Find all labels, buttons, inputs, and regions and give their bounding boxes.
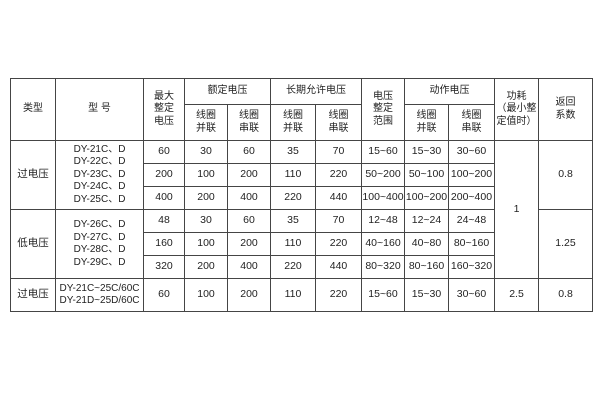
header-max-setting-voltage-cell: 最大 整定 电压 xyxy=(143,78,185,141)
value-cell: 15~60 xyxy=(361,140,405,164)
value-cell: 400 xyxy=(227,186,271,210)
value-cell: 60 xyxy=(143,278,185,312)
value-cell: 220 xyxy=(270,255,316,279)
value-cell: 200 xyxy=(184,255,228,279)
value-cell: 100~200 xyxy=(404,186,449,210)
group1-type-cell: 过电压 xyxy=(10,140,56,210)
value-cell: 30 xyxy=(184,140,228,164)
value-cell: 160 xyxy=(143,232,185,256)
value-cell: 70 xyxy=(315,209,362,233)
power-cell-groups-1-2: 1 xyxy=(494,140,539,279)
value-cell: 100~400 xyxy=(361,186,405,210)
value-cell: 80~160 xyxy=(404,255,449,279)
value-cell: 220 xyxy=(315,163,362,187)
value-cell: 110 xyxy=(270,232,316,256)
header-model-cell: 型 号 xyxy=(55,78,144,141)
group3-model-cell: DY-21C~25C/60C DY-21D~25D/60C xyxy=(55,278,144,312)
header-type-cell: 类型 xyxy=(10,78,56,141)
value-cell: 80~320 xyxy=(361,255,405,279)
group3-type-cell: 过电压 xyxy=(10,278,56,312)
value-cell: 200 xyxy=(184,186,228,210)
value-cell: 200 xyxy=(227,232,271,256)
group1-model-cell: DY-21C、D DY-22C、D DY-23C、D DY-24C、D DY-2… xyxy=(55,140,144,210)
header-operating-voltage-cell: 动作电压 xyxy=(404,78,495,105)
value-cell: 15~30 xyxy=(404,140,449,164)
value-cell: 100 xyxy=(184,278,228,312)
value-cell: 400 xyxy=(227,255,271,279)
header-operating-coil-series-cell: 线圈 串联 xyxy=(448,104,495,141)
value-cell: 70 xyxy=(315,140,362,164)
value-cell: 40~80 xyxy=(404,232,449,256)
value-cell: 35 xyxy=(270,209,316,233)
value-cell: 30~60 xyxy=(448,278,495,312)
value-cell: 30 xyxy=(184,209,228,233)
value-cell: 50~100 xyxy=(404,163,449,187)
value-cell: 12~48 xyxy=(361,209,405,233)
value-cell: 440 xyxy=(315,255,362,279)
value-cell: 100~200 xyxy=(448,163,495,187)
value-cell: 40~160 xyxy=(361,232,405,256)
group3-power-cell: 2.5 xyxy=(494,278,539,312)
value-cell: 100 xyxy=(184,163,228,187)
value-cell: 60 xyxy=(143,140,185,164)
group3-return-cell: 0.8 xyxy=(538,278,593,312)
header-rated-coil-series-cell: 线圈 串联 xyxy=(227,104,271,141)
value-cell: 220 xyxy=(270,186,316,210)
header-rated-voltage-cell: 额定电压 xyxy=(184,78,271,105)
value-cell: 440 xyxy=(315,186,362,210)
value-cell: 200~400 xyxy=(448,186,495,210)
value-cell: 80~160 xyxy=(448,232,495,256)
relay-spec-table: 类型 型 号 最大 整定 电压 额定电压 长期允许电压 电压 整定 范围 动作电… xyxy=(10,78,593,312)
value-cell: 110 xyxy=(270,163,316,187)
value-cell: 60 xyxy=(227,209,271,233)
value-cell: 24~48 xyxy=(448,209,495,233)
header-long-term-voltage-cell: 长期允许电压 xyxy=(270,78,362,105)
group1-return-cell: 0.8 xyxy=(538,140,593,210)
value-cell: 220 xyxy=(315,278,362,312)
header-return-coefficient-cell: 返回 系数 xyxy=(538,78,593,141)
value-cell: 320 xyxy=(143,255,185,279)
value-cell: 200 xyxy=(227,163,271,187)
header-rated-coil-parallel-cell: 线圈 并联 xyxy=(184,104,228,141)
value-cell: 100 xyxy=(184,232,228,256)
value-cell: 110 xyxy=(270,278,316,312)
header-power-consumption-cell: 功耗 （最小整 定值时） xyxy=(494,78,539,141)
value-cell: 200 xyxy=(143,163,185,187)
value-cell: 30~60 xyxy=(448,140,495,164)
value-cell: 35 xyxy=(270,140,316,164)
group2-model-cell: DY-26C、D DY-27C、D DY-28C、D DY-29C、D xyxy=(55,209,144,279)
value-cell: 15~30 xyxy=(404,278,449,312)
value-cell: 15~60 xyxy=(361,278,405,312)
group2-type-cell: 低电压 xyxy=(10,209,56,279)
header-voltage-setting-range-cell: 电压 整定 范围 xyxy=(361,78,405,141)
value-cell: 60 xyxy=(227,140,271,164)
header-longterm-coil-series-cell: 线圈 串联 xyxy=(315,104,362,141)
value-cell: 220 xyxy=(315,232,362,256)
value-cell: 200 xyxy=(227,278,271,312)
value-cell: 50~200 xyxy=(361,163,405,187)
header-longterm-coil-parallel-cell: 线圈 并联 xyxy=(270,104,316,141)
group2-return-cell: 1.25 xyxy=(538,209,593,279)
header-operating-coil-parallel-cell: 线圈 并联 xyxy=(404,104,449,141)
value-cell: 160~320 xyxy=(448,255,495,279)
value-cell: 48 xyxy=(143,209,185,233)
value-cell: 12~24 xyxy=(404,209,449,233)
value-cell: 400 xyxy=(143,186,185,210)
